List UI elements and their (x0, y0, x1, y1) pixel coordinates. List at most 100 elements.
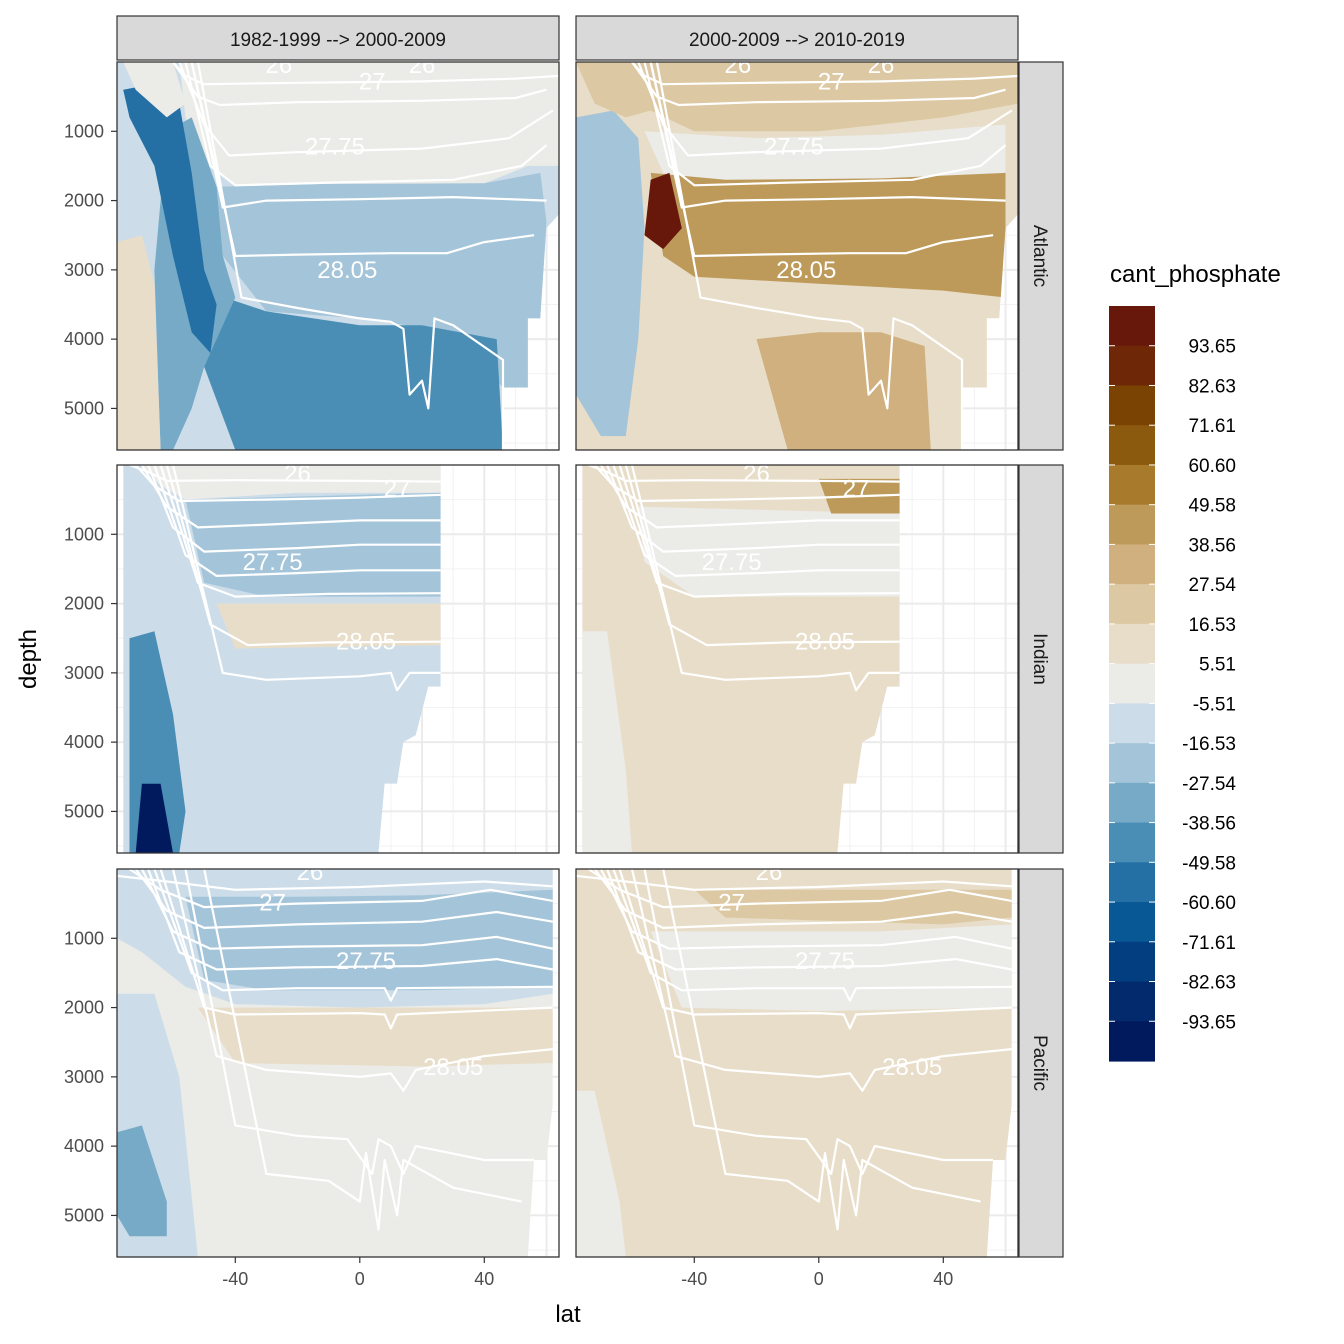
isopycnal-line (630, 869, 1012, 1092)
contour-label: 27.75 (795, 948, 855, 975)
contour-band (576, 1090, 626, 1257)
panel-pacific-1: 26 27 27.75 28.05 (116, 859, 560, 1258)
legend-swatch (1109, 504, 1155, 546)
contour-band (117, 1125, 167, 1237)
contour-label: 26 (297, 859, 324, 886)
legend-label: 49.58 (1188, 496, 1236, 517)
contour-band (185, 889, 553, 991)
y-tick-label: 2000 (64, 191, 104, 211)
contour-fill-group (123, 465, 441, 853)
isopycnal-line (184, 869, 535, 1175)
isopycnal-line (643, 869, 994, 1175)
legend: cant_phosphate 93.65 82.63 71.61 60.60 49.58… (1109, 261, 1281, 1062)
legend-label: -38.56 (1182, 814, 1236, 835)
legend-swatch (1109, 782, 1155, 824)
isopycnal-line (196, 62, 505, 450)
legend-swatch (1109, 941, 1155, 983)
panel-border (575, 868, 1019, 1258)
contour-fill-group (576, 869, 1012, 1257)
contour-label: 26 (868, 52, 895, 79)
isopycnal-line (606, 465, 900, 553)
legend-label: -27.54 (1182, 774, 1236, 795)
isopycnal-group: 26 27 27.75 28.05 (129, 460, 441, 692)
contour-band (644, 172, 682, 250)
contour-label: 26 (284, 460, 311, 487)
y-tick-label: 5000 (64, 398, 104, 418)
y-tick-label: 3000 (64, 260, 104, 280)
legend-swatch (1109, 584, 1155, 625)
legend-swatch (1109, 345, 1155, 387)
contour-band (216, 603, 441, 649)
legend-label: -49.58 (1182, 853, 1236, 874)
legend-label: 71.61 (1188, 416, 1236, 437)
isopycnal-line (587, 869, 1012, 909)
isopycnal-line (147, 465, 441, 553)
contour-label: 28.05 (317, 257, 377, 284)
row-strip-indian: Indian (1018, 464, 1064, 854)
isopycnal-line (128, 869, 553, 909)
panel-grid: 26 26 27 27.75 28.05 26 26 27 27.75 28.05 26 27 27.7… (116, 52, 1019, 1258)
y-tick-label: 4000 (64, 1136, 104, 1156)
isopycnal-group: 26 27 27.75 28.05 (576, 869, 1013, 1231)
isopycnal-line (147, 869, 554, 971)
contour-label: 27.75 (243, 549, 303, 576)
isopycnal-line (612, 465, 900, 578)
isopycnal-line (165, 465, 441, 647)
legend-swatch (1109, 981, 1155, 1022)
row-strip-atlantic: Atlantic (1018, 61, 1064, 451)
contour-label: 28.05 (795, 629, 855, 656)
x-axes: -40 0 40 -40 0 40 (222, 1257, 953, 1289)
contour-band (117, 235, 161, 450)
legend-label: 38.56 (1188, 535, 1236, 556)
x-tick-label: 40 (474, 1269, 494, 1289)
isopycnal-line (606, 869, 1013, 971)
isopycnal-line (172, 62, 547, 107)
isopycnal-line (190, 62, 535, 258)
legend-label: 16.53 (1188, 615, 1236, 636)
y-tick-label: 1000 (64, 121, 104, 141)
contour-band (756, 332, 931, 450)
legend-title: cant_phosphate (1110, 261, 1281, 288)
y-tick-label: 4000 (64, 732, 104, 752)
contour-band (576, 869, 1012, 1257)
contour-band (576, 110, 645, 437)
isopycnal-line (649, 62, 1006, 209)
isopycnal-line (153, 465, 441, 578)
panel-atlantic-1: 26 26 27 27.75 28.05 (116, 52, 560, 451)
legend-label: -93.65 (1182, 1012, 1236, 1033)
column-strip-right: 2000-2009 --> 2010-2019 (575, 15, 1019, 61)
contour-label: 26 (266, 52, 293, 79)
contour-fill-group (117, 62, 559, 450)
legend-label: -71.61 (1182, 933, 1236, 954)
legend-swatch (1109, 623, 1155, 665)
panel-border (575, 61, 1019, 451)
isopycnal-line (184, 62, 548, 187)
contour-band (179, 62, 559, 187)
legend-label: -82.63 (1182, 973, 1236, 994)
y-axes: 1000 2000 3000 4000 5000 1000 2000 3000 4000 5000… (64, 121, 117, 1225)
legend-swatch (1109, 425, 1155, 466)
contour-band (204, 290, 503, 450)
isopycnal-line (631, 62, 1006, 107)
isopycnal-line (593, 869, 1012, 930)
legend-label: 27.54 (1188, 575, 1236, 596)
contour-band (135, 783, 173, 853)
legend-swatch (1109, 703, 1155, 744)
legend-label: 93.65 (1188, 337, 1236, 358)
contour-label: 27 (384, 476, 411, 503)
contour-label: 26 (409, 52, 436, 79)
contour-band (644, 124, 1006, 187)
legend-label: 82.63 (1188, 376, 1236, 397)
legend-swatch (1109, 1021, 1155, 1062)
isopycnal-line (203, 869, 522, 1231)
legend-label: -16.53 (1182, 734, 1236, 755)
column-strip-label: 2000-2009 --> 2010-2019 (689, 30, 905, 51)
x-tick-label: 0 (814, 1269, 824, 1289)
isopycnal-line (630, 465, 900, 692)
contour-label: 27 (359, 68, 386, 95)
x-tick-label: 0 (355, 1269, 365, 1289)
isopycnal-line (649, 62, 994, 258)
row-strip-label: Pacific (1029, 1035, 1050, 1091)
contour-label: 27 (259, 889, 286, 916)
panel-border (116, 464, 560, 854)
